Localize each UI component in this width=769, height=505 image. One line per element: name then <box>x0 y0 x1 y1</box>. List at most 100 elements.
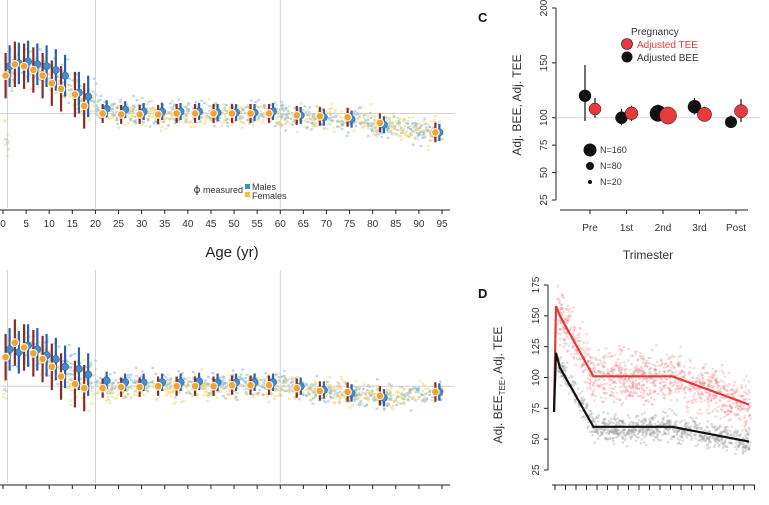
panel-a-cloud-dot <box>307 120 311 124</box>
panel-d-bee-cloud-dot <box>599 427 603 431</box>
panel-a-cloud-dot <box>399 129 402 132</box>
panel-b-cloud-dot <box>141 370 144 373</box>
panel-a-cloud-dot <box>291 123 294 126</box>
panel-d-tee-cloud-dot <box>636 371 639 374</box>
panel-a-cloud-dot <box>177 98 181 101</box>
panel-d-bee-cloud-dot <box>693 426 696 429</box>
panel-a-cloud-dot <box>159 129 163 132</box>
panel-d-tee-cloud-dot <box>556 285 559 288</box>
panel-d-tee-cloud-dot <box>697 393 700 396</box>
panel-d-tee-cloud-dot <box>641 388 644 391</box>
panel-a-cloud-dot <box>244 106 247 109</box>
panel-a-cloud-dot <box>110 103 114 106</box>
panel-d-tee-cloud-dot <box>639 351 642 355</box>
panel-d-tee-cloud-dot <box>556 297 559 300</box>
panel-d-tee-cloud-dot <box>581 347 584 350</box>
panel-d-bee-cloud-dot <box>716 441 719 445</box>
panel-d-tee-cloud-dot <box>613 380 616 383</box>
panel-b-cloud-dot <box>312 396 315 399</box>
panel-b-cloud-dot <box>251 396 255 399</box>
panel-d-tee-cloud-dot <box>620 350 624 353</box>
panel-d-bee-cloud-dot <box>678 421 682 424</box>
panel-a-cloud-dot <box>192 117 196 120</box>
panel-d-tee-cloud-dot <box>652 379 656 383</box>
panel-d-bee-cloud-dot <box>651 415 655 418</box>
panel-d-tee-cloud-dot <box>710 379 713 382</box>
panel-a-x-tick-label: 90 <box>413 219 425 230</box>
panel-b-female-mean <box>10 338 20 348</box>
legend-a: measured Males Females <box>194 182 287 201</box>
panel-d-bee-cloud-dot <box>577 402 580 405</box>
panel-d-tee-cloud-dot <box>741 394 744 397</box>
panel-d-tee-cloud-dot <box>588 385 592 388</box>
panel-d-tee-cloud-dot <box>611 368 615 372</box>
panel-d-bee-cloud-dot <box>641 430 644 434</box>
panel-a-cloud-dot <box>301 109 305 112</box>
panel-d-tee-cloud-dot <box>560 320 564 324</box>
panel-b-cloud-dot <box>200 368 203 371</box>
panel-b-cloud-dot <box>428 393 432 397</box>
panel-b-cloud-dot <box>403 403 407 406</box>
panel-d-bee-cloud-dot <box>561 375 564 378</box>
panel-d-bee-cloud-dot <box>672 424 675 427</box>
panel-d-tee-cloud-dot <box>729 418 732 421</box>
panel-d-tee-cloud-dot <box>643 365 646 368</box>
panel-b-cloud-dot <box>205 390 209 393</box>
panel-d-bee-cloud-dot <box>692 420 695 423</box>
panel-d-bee-cloud-dot <box>631 428 635 431</box>
panel-b-cloud-dot <box>414 390 418 393</box>
panel-d-bee-cloud-dot <box>672 430 676 433</box>
panel-d-bee-cloud-dot <box>704 440 708 443</box>
panel-d-bee-cloud-dot <box>643 421 646 424</box>
panel-d-bee-cloud-dot <box>741 446 745 449</box>
panel-d-tee-cloud-dot <box>587 360 591 363</box>
panel-d-tee-cloud-dot <box>734 391 737 394</box>
panel-a-cloud-dot <box>129 118 132 121</box>
panel-a-cloud-dot <box>103 100 107 103</box>
panel-c-tee-point <box>734 104 748 118</box>
panel-b-cloud-dot <box>228 389 231 392</box>
panel-d-bee-cloud-dot <box>622 429 625 432</box>
panel-d-tee-cloud-dot <box>745 375 748 378</box>
panel-a-cloud-dot <box>247 119 251 122</box>
panel-b-cloud-dot <box>110 388 113 391</box>
panel-b-cloud-dot <box>47 360 50 363</box>
panel-b-cloud-dot <box>409 409 413 412</box>
panel-a-cloud-dot <box>401 117 405 120</box>
panel-d-bee-cloud-dot <box>609 437 613 440</box>
panel-b-cloud-dot <box>387 403 391 406</box>
panel-d-tee-cloud-dot <box>666 364 669 367</box>
panel-d-tee-cloud-dot <box>683 396 686 399</box>
panel-d-bee-cloud-dot <box>650 432 653 435</box>
panel-b-cloud-dot <box>105 399 108 402</box>
panel-a-cloud-dot <box>223 107 227 111</box>
panel-b-cloud-dot <box>355 380 358 383</box>
panel-a-cloud-dot <box>259 114 262 117</box>
panel-d-bee-cloud-dot <box>623 428 626 432</box>
panel-d-bee-cloud-dot <box>676 431 679 434</box>
panel-d-tee-cloud-dot <box>651 403 654 406</box>
panel-d-bee-cloud-dot <box>623 434 626 437</box>
panel-d-tee-cloud-dot <box>742 407 745 410</box>
panel-d-tee-cloud-dot <box>664 380 667 384</box>
panel-b-female-mean <box>227 380 237 390</box>
panel-b-cloud-dot <box>186 389 190 392</box>
panel-d-tee-cloud-dot <box>629 372 633 375</box>
panel-a-x-tick-label: 65 <box>298 219 310 230</box>
panel-d-bee-cloud-dot <box>666 414 669 418</box>
panel-d-bee-cloud-dot <box>713 438 716 441</box>
panel-d-bee-cloud-dot <box>646 423 649 427</box>
panel-a-cloud-dot <box>3 119 6 122</box>
panel-d-tee-cloud-dot <box>677 387 681 391</box>
panel-d-bee-cloud-dot <box>680 433 683 436</box>
panel-a-cloud-dot <box>328 110 332 114</box>
panel-d-tee-cloud-dot <box>739 405 743 408</box>
panel-d-tee-cloud-dot <box>624 385 627 388</box>
panel-b-cloud-dot <box>144 387 147 390</box>
panel-d-bee-cloud-dot <box>572 380 575 383</box>
panel-d-tee-cloud-dot <box>631 386 634 389</box>
panel-a-cloud-dot <box>209 119 213 122</box>
panel-d-bee-cloud-dot <box>676 429 680 432</box>
panel-a-cloud-dot <box>194 101 198 104</box>
panel-b-cloud-dot <box>212 373 216 376</box>
